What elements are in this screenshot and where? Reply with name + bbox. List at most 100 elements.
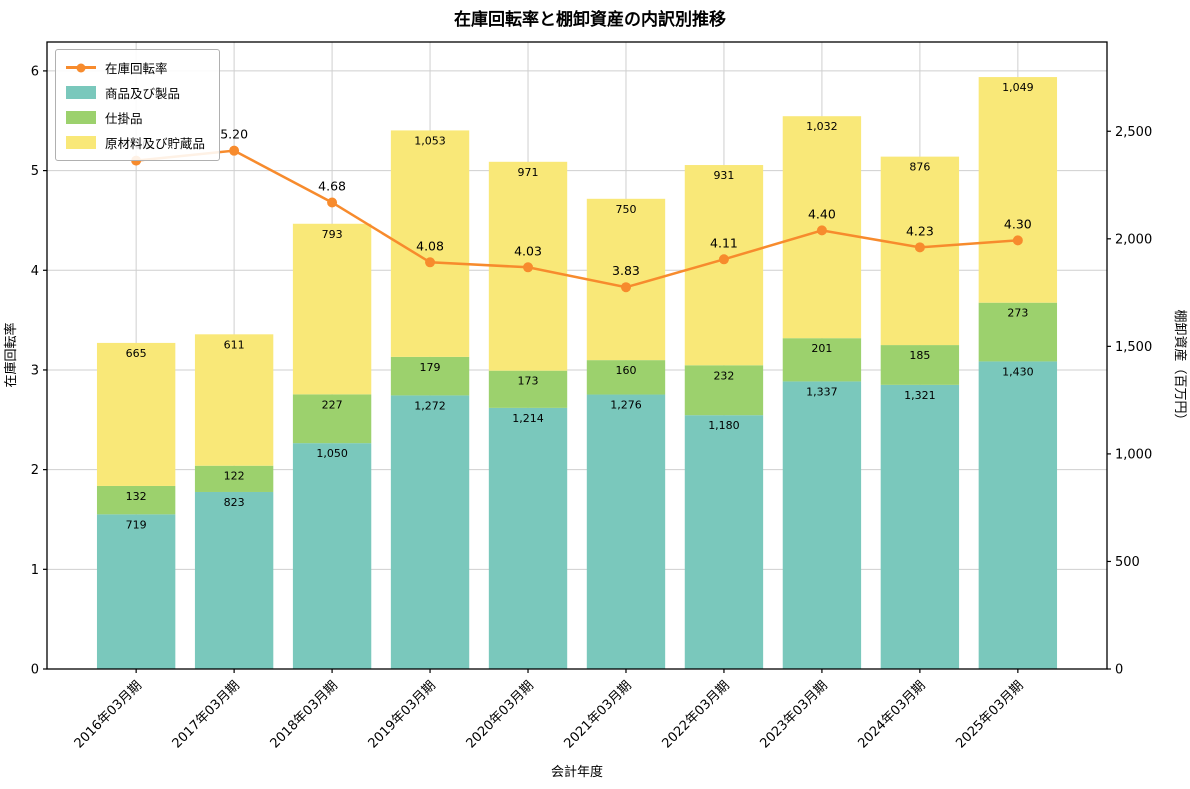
bar-value-label: 201 — [811, 342, 832, 355]
bar-segment-1 — [782, 338, 862, 382]
bar-segment-1 — [978, 302, 1058, 362]
axes-border — [46, 41, 1108, 670]
bar-segment-2 — [292, 223, 372, 395]
bar-segment-1 — [194, 465, 274, 492]
bar-value-label: 611 — [224, 338, 245, 351]
legend-item-products: 商品及び製品 — [66, 83, 205, 102]
x-tick-label: 2021年03月期 — [562, 678, 635, 751]
bar-value-label: 122 — [224, 470, 245, 483]
chart-title: 在庫回転率と棚卸資産の内訳別推移 — [454, 9, 726, 30]
y-left-tick-label: 6 — [31, 64, 39, 79]
bar-value-label: 1,272 — [414, 399, 446, 412]
turnover-marker — [229, 145, 240, 156]
bar-segment-2 — [684, 165, 764, 366]
turnover-value-label: 4.08 — [416, 238, 444, 253]
x-tick-label: 2019年03月期 — [366, 678, 439, 751]
legend-label-turnover: 在庫回転率 — [105, 61, 168, 76]
turnover-value-label: 3.83 — [612, 263, 640, 278]
turnover-value-label: 4.40 — [808, 206, 836, 221]
bar-segment-0 — [684, 415, 764, 669]
bar-value-label: 665 — [126, 347, 147, 360]
bar-segment-0 — [292, 443, 372, 669]
bar-segment-0 — [782, 381, 862, 669]
bar-value-label: 823 — [224, 496, 245, 509]
bar-value-label: 793 — [322, 228, 343, 241]
bar-value-label: 273 — [1007, 307, 1028, 320]
legend-marker-icon — [76, 63, 86, 72]
bar-segment-0 — [978, 361, 1058, 669]
turnover-marker — [327, 197, 338, 208]
y-right-tick-label: 500 — [1115, 555, 1140, 570]
y-left-tick-label: 1 — [31, 563, 39, 578]
x-tick-label: 2022年03月期 — [659, 678, 732, 751]
y-right-tick-label: 2,000 — [1115, 232, 1152, 247]
y-left-tick-label: 4 — [31, 264, 39, 279]
x-tick-label: 2016年03月期 — [72, 678, 145, 751]
turnover-marker — [1012, 235, 1023, 246]
bar-segment-1 — [586, 360, 666, 395]
turnover-value-label: 4.68 — [318, 178, 346, 193]
turnover-value-label: 4.03 — [514, 243, 542, 258]
bar-value-label: 232 — [713, 369, 734, 382]
x-axis-title: 会計年度 — [551, 764, 603, 780]
bar-value-label: 1,032 — [806, 120, 838, 133]
y-right-tick-label: 0 — [1115, 663, 1123, 678]
bar-value-label: 971 — [518, 166, 539, 179]
legend-label-wip: 仕掛品 — [105, 111, 143, 126]
legend-item-materials: 原材料及び貯蔵品 — [66, 133, 205, 152]
legend-item-turnover: 在庫回転率 — [66, 58, 205, 77]
bar-segment-2 — [978, 77, 1058, 303]
bar-value-label: 227 — [322, 398, 343, 411]
legend-swatch-wip — [66, 111, 96, 124]
bar-segment-0 — [880, 384, 960, 669]
x-tick-label: 2018年03月期 — [268, 678, 341, 751]
x-tick-label: 2023年03月期 — [757, 678, 830, 751]
legend-line-sample-icon — [66, 63, 96, 72]
turnover-marker — [718, 254, 729, 265]
turnover-value-label: 4.30 — [1004, 216, 1032, 231]
y-left-tick-label: 5 — [31, 164, 39, 179]
y-axis-left-title: 在庫回転率 — [3, 322, 19, 387]
bar-value-label: 1,430 — [1002, 365, 1034, 378]
bar-segment-2 — [96, 342, 176, 486]
bar-segment-0 — [194, 491, 274, 669]
bar-value-label: 132 — [126, 490, 147, 503]
bar-value-label: 160 — [615, 364, 636, 377]
y-axis-right-title: 棚卸資産（百万円） — [1172, 309, 1188, 426]
bar-value-label: 750 — [615, 203, 636, 216]
bar-segment-2 — [194, 334, 274, 466]
bar-value-label: 179 — [420, 361, 441, 374]
bar-value-label: 719 — [126, 518, 147, 531]
bar-segment-1 — [96, 485, 176, 515]
y-right-tick-label: 2,500 — [1115, 125, 1152, 140]
turnover-marker — [523, 262, 534, 273]
y-left-tick-label: 3 — [31, 363, 39, 378]
x-tick-label: 2020年03月期 — [464, 678, 537, 751]
bar-value-label: 1,180 — [708, 419, 740, 432]
bar-value-label: 173 — [518, 375, 539, 388]
turnover-marker — [914, 242, 925, 253]
bar-value-label: 1,049 — [1002, 81, 1034, 94]
bar-value-label: 1,053 — [414, 134, 446, 147]
bar-value-label: 1,276 — [610, 399, 642, 412]
legend: 在庫回転率 商品及び製品 仕掛品 原材料及び貯蔵品 — [55, 49, 221, 161]
turnover-line — [136, 149, 1018, 289]
bar-segment-1 — [684, 365, 764, 416]
bar-value-label: 1,214 — [512, 412, 544, 425]
legend-label-products: 商品及び製品 — [105, 86, 181, 101]
turnover-value-label: 4.11 — [710, 235, 738, 250]
bar-segment-0 — [96, 514, 176, 669]
turnover-value-label: 4.23 — [906, 223, 934, 238]
y-left-tick-label: 2 — [31, 463, 39, 478]
bar-segment-0 — [586, 394, 666, 669]
bar-segment-0 — [390, 395, 470, 669]
x-tick-label: 2017年03月期 — [170, 678, 243, 751]
turnover-marker — [620, 282, 631, 293]
bar-segment-1 — [488, 370, 568, 408]
y-right-tick-label: 1,500 — [1115, 340, 1152, 355]
turnover-marker — [816, 225, 827, 236]
bar-value-label: 1,321 — [904, 389, 936, 402]
legend-swatch-products — [66, 86, 96, 99]
bar-segment-1 — [880, 345, 960, 385]
